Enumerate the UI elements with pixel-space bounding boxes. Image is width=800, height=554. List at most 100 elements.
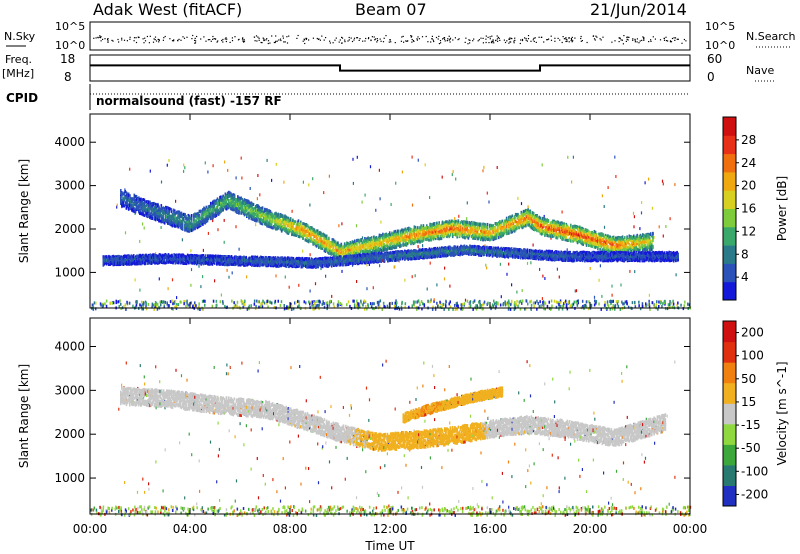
scatter-cell (521, 301, 523, 305)
range-cell (149, 200, 151, 204)
range-cell (432, 228, 435, 232)
scatter-cell (544, 307, 546, 311)
nave-label: Nave (746, 64, 774, 77)
nsky-point (580, 37, 582, 40)
range-cell (125, 203, 128, 207)
range-cell (150, 207, 152, 211)
scatter-cell (556, 301, 559, 305)
range-cell (165, 205, 167, 209)
nsky-point (448, 35, 450, 37)
range-cell (225, 195, 228, 199)
range-cell (320, 238, 322, 242)
range-cell (151, 202, 154, 205)
range-cell (225, 205, 228, 209)
scatter-cell (564, 300, 566, 304)
range-cell (213, 208, 215, 212)
noise-cell (426, 287, 428, 291)
scatter-cell (634, 300, 636, 304)
range-cell (186, 224, 188, 228)
noise-cell (601, 294, 603, 298)
scatter-cell (653, 305, 656, 309)
range-cell (202, 210, 204, 214)
nsky-point (123, 39, 126, 41)
range-cell (216, 212, 219, 216)
range-cell (222, 208, 224, 212)
range-cell (260, 206, 263, 210)
nsky-point (493, 42, 495, 44)
range-cell (244, 198, 247, 202)
nsky-point (524, 37, 526, 39)
range-cell (412, 242, 415, 246)
range-cell (419, 240, 421, 244)
range-cell (324, 234, 327, 238)
scatter-cell (317, 299, 319, 303)
range-cell (376, 242, 379, 246)
range-cell (238, 206, 240, 210)
nsky-point (271, 35, 273, 37)
range-cell (180, 213, 183, 217)
scatter-cell (357, 302, 359, 306)
scatter-cell (360, 299, 362, 303)
range-cell (147, 207, 149, 211)
range-cell (187, 227, 190, 231)
range-cell (298, 228, 301, 232)
nsky-point (492, 39, 494, 41)
range-cell (169, 219, 172, 223)
range-cell (351, 243, 354, 247)
range-cell (427, 233, 429, 237)
scatter-cell (303, 300, 305, 304)
range-cell (201, 215, 203, 219)
nsky-point (503, 39, 505, 41)
range-cell (158, 205, 160, 209)
nsky-point (158, 39, 160, 41)
range-cell (280, 222, 283, 225)
range-cell (204, 210, 206, 214)
range-cell (437, 226, 439, 230)
noise-cell (500, 295, 502, 299)
range-cell (235, 203, 238, 206)
range-cell (448, 227, 451, 231)
range-cell (313, 231, 316, 235)
range-cell (377, 243, 380, 247)
noise-cell (361, 200, 363, 204)
scatter-cell (231, 299, 233, 303)
range-cell (369, 249, 372, 253)
noise-cell (314, 282, 317, 286)
scatter-cell (479, 299, 481, 303)
range-cell (361, 245, 364, 249)
range-cell (424, 231, 427, 235)
freq-label: Freq. (5, 53, 32, 66)
range-cell (179, 221, 182, 225)
scatter-cell (422, 302, 424, 306)
range-cell (238, 209, 240, 213)
range-cell (293, 227, 295, 231)
nsky-point (133, 40, 135, 42)
nsky-point (639, 40, 641, 42)
range-cell (258, 205, 260, 209)
noise-cell (356, 155, 358, 159)
nsky-point (595, 35, 597, 37)
nsky-point (550, 35, 552, 37)
noise-cell (361, 236, 364, 240)
range-cell (252, 207, 255, 211)
range-cell (251, 214, 254, 218)
range-cell (381, 246, 383, 250)
scatter-cell (480, 304, 482, 307)
range-cell (261, 206, 264, 210)
range-cell (220, 195, 222, 199)
range-cell (203, 206, 205, 210)
range-cell (336, 253, 338, 257)
scatter-cell (311, 300, 313, 304)
range-cell (384, 244, 386, 248)
range-cell (188, 225, 191, 229)
scatter-cell (280, 300, 283, 304)
scatter-cell (495, 305, 497, 309)
range-cell (330, 251, 332, 255)
range-cell (144, 210, 147, 214)
range-cell (138, 205, 140, 208)
range-cell (383, 237, 385, 240)
range-cell (277, 218, 280, 222)
range-cell (197, 211, 200, 215)
nsky-point (562, 36, 564, 38)
range-cell (219, 211, 221, 215)
